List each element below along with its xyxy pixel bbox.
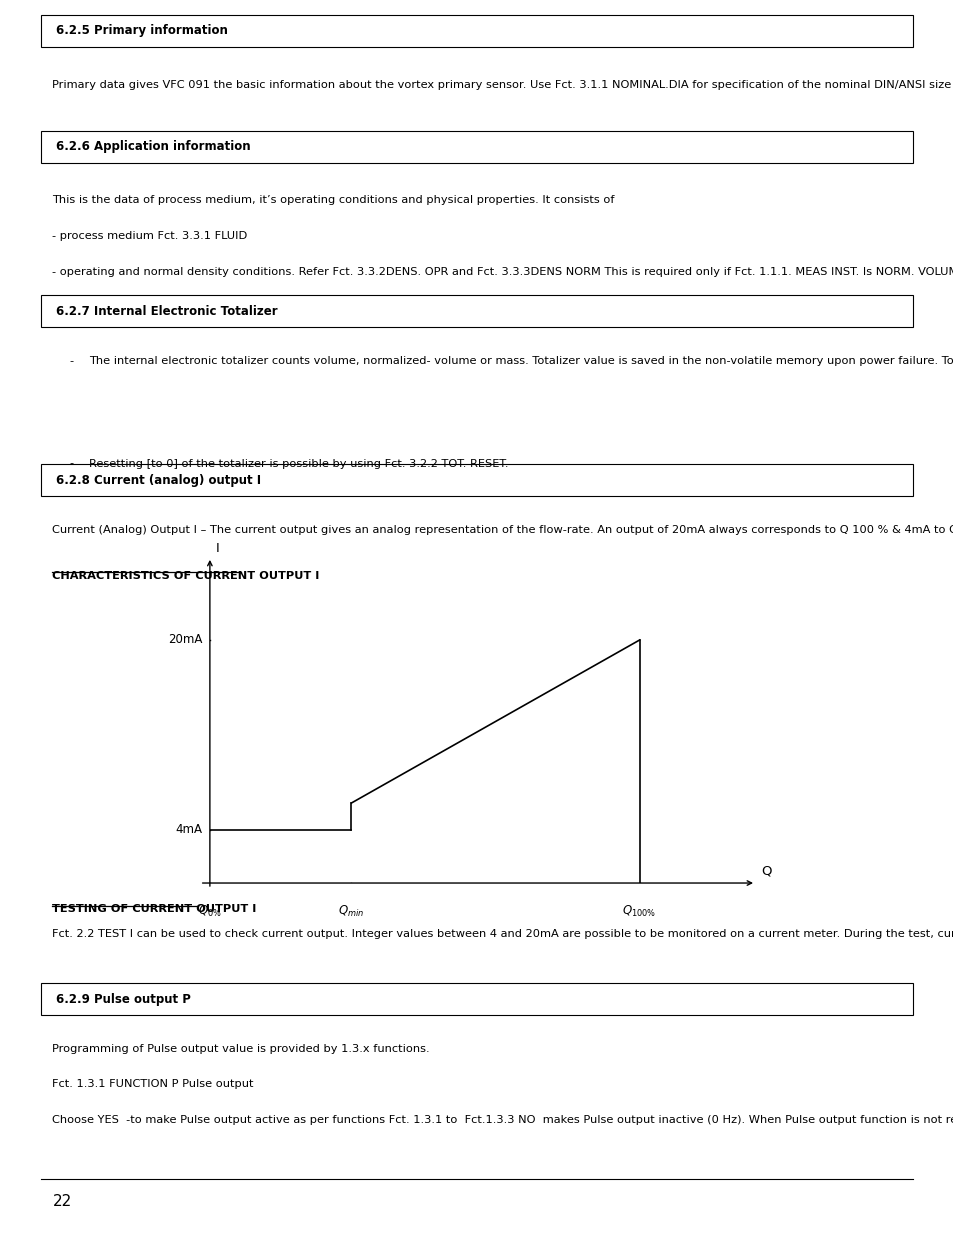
Text: Primary data gives VFC 091 the basic information about the vortex primary sensor: Primary data gives VFC 091 the basic inf… bbox=[52, 80, 953, 90]
Text: 6.2.9 Pulse output P: 6.2.9 Pulse output P bbox=[56, 993, 191, 1005]
Text: $Q_{0\%}$: $Q_{0\%}$ bbox=[197, 904, 222, 919]
Text: 6.2.5 Primary information: 6.2.5 Primary information bbox=[56, 25, 228, 37]
Bar bbox=[41, 15, 912, 47]
Text: Fct. 1.3.1 FUNCTION P Pulse output: Fct. 1.3.1 FUNCTION P Pulse output bbox=[52, 1079, 253, 1089]
Bar bbox=[41, 295, 912, 327]
Text: I: I bbox=[215, 542, 219, 555]
Text: 6.2.6 Application information: 6.2.6 Application information bbox=[56, 141, 251, 153]
Bar bbox=[41, 131, 912, 163]
Text: TESTING OF CURRENT OUTPUT I: TESTING OF CURRENT OUTPUT I bbox=[52, 904, 256, 914]
Text: Choose YES  -to make Pulse output active as per functions Fct. 1.3.1 to  Fct.1.3: Choose YES -to make Pulse output active … bbox=[52, 1115, 953, 1125]
Text: Q: Q bbox=[760, 864, 771, 878]
Text: 20mA: 20mA bbox=[168, 634, 202, 646]
Text: CHARACTERISTICS OF CURRENT OUTPUT I: CHARACTERISTICS OF CURRENT OUTPUT I bbox=[52, 571, 319, 580]
Text: 4mA: 4mA bbox=[175, 824, 202, 836]
Text: Fct. 2.2 TEST I can be used to check current output. Integer values between 4 an: Fct. 2.2 TEST I can be used to check cur… bbox=[52, 929, 953, 939]
Text: - operating and normal density conditions. Refer Fct. 3.3.2DENS. OPR and Fct. 3.: - operating and normal density condition… bbox=[52, 267, 953, 277]
Bar bbox=[41, 464, 912, 496]
Bar bbox=[41, 983, 912, 1015]
Text: 6.2.7 Internal Electronic Totalizer: 6.2.7 Internal Electronic Totalizer bbox=[56, 305, 277, 317]
Text: 6.2.8 Current (analog) output I: 6.2.8 Current (analog) output I bbox=[56, 474, 261, 487]
Text: Programming of Pulse output value is provided by 1.3.x functions.: Programming of Pulse output value is pro… bbox=[52, 1044, 430, 1053]
Text: $Q_{min}$: $Q_{min}$ bbox=[338, 904, 364, 919]
Text: Resetting [to 0] of the totalizer is possible by using Fct. 3.2.2 TOT. RESET.: Resetting [to 0] of the totalizer is pos… bbox=[89, 458, 508, 468]
Text: This is the data of process medium, it’s operating conditions and physical prope: This is the data of process medium, it’s… bbox=[52, 195, 615, 205]
Text: 22: 22 bbox=[52, 1194, 71, 1209]
Text: -: - bbox=[70, 458, 73, 468]
Text: -: - bbox=[70, 356, 73, 366]
Text: The internal electronic totalizer counts volume, normalized- volume or mass. Tot: The internal electronic totalizer counts… bbox=[89, 356, 953, 366]
Text: - process medium Fct. 3.3.1 FLUID: - process medium Fct. 3.3.1 FLUID bbox=[52, 231, 248, 241]
Text: $Q_{100\%}$: $Q_{100\%}$ bbox=[622, 904, 656, 919]
Text: Current (Analog) Output I – The current output gives an analog representation of: Current (Analog) Output I – The current … bbox=[52, 525, 953, 535]
